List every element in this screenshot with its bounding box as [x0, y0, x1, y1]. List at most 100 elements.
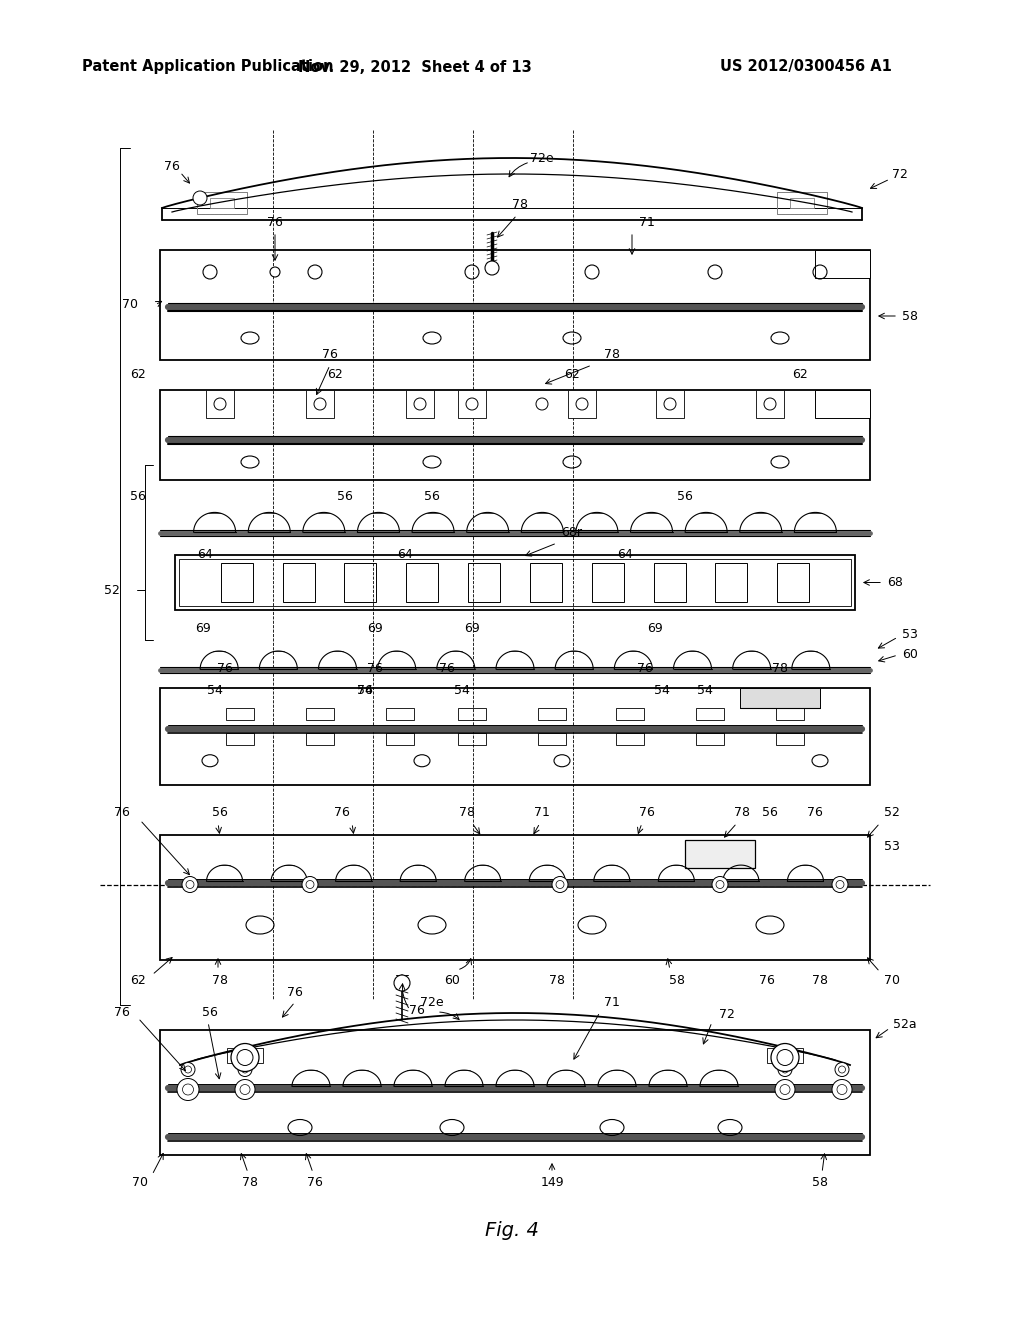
Bar: [685, 840, 755, 869]
Text: 56: 56: [424, 491, 440, 503]
Ellipse shape: [556, 880, 564, 888]
Ellipse shape: [240, 1085, 250, 1094]
Bar: [458, 733, 486, 744]
Bar: [206, 389, 234, 418]
Text: 76: 76: [217, 661, 232, 675]
Bar: [407, 564, 438, 602]
Ellipse shape: [237, 1049, 253, 1065]
Text: 70: 70: [884, 974, 900, 986]
Bar: [468, 564, 500, 602]
Text: 78: 78: [549, 974, 565, 986]
Bar: [306, 733, 334, 744]
Ellipse shape: [778, 1063, 792, 1077]
Bar: [815, 389, 870, 418]
Ellipse shape: [780, 1085, 790, 1094]
Bar: [529, 564, 562, 602]
Bar: [226, 733, 254, 744]
Text: 53: 53: [884, 841, 900, 854]
Text: 78: 78: [459, 807, 475, 820]
Bar: [386, 733, 414, 744]
Ellipse shape: [839, 1067, 846, 1073]
Ellipse shape: [831, 1080, 852, 1100]
Bar: [227, 1048, 263, 1063]
Text: 72: 72: [892, 169, 908, 181]
Bar: [815, 249, 870, 279]
Text: 76: 76: [114, 807, 130, 820]
Bar: [221, 564, 253, 602]
Ellipse shape: [182, 1084, 194, 1096]
Text: 76: 76: [114, 1006, 130, 1019]
Text: 58: 58: [902, 309, 918, 322]
Text: 54: 54: [207, 684, 223, 697]
Text: 76: 76: [357, 684, 373, 697]
Text: 54: 54: [697, 684, 713, 697]
Text: 62: 62: [793, 368, 808, 381]
Text: 70: 70: [132, 1176, 148, 1189]
Ellipse shape: [716, 880, 724, 888]
Ellipse shape: [177, 1078, 199, 1101]
Ellipse shape: [775, 1080, 795, 1100]
Text: 69: 69: [464, 622, 480, 635]
Bar: [160, 389, 870, 480]
Text: Nov. 29, 2012  Sheet 4 of 13: Nov. 29, 2012 Sheet 4 of 13: [298, 59, 531, 74]
Text: 64: 64: [397, 549, 413, 561]
Bar: [592, 564, 624, 602]
Ellipse shape: [193, 191, 207, 205]
Ellipse shape: [238, 1063, 252, 1077]
Text: 64: 64: [617, 549, 633, 561]
Ellipse shape: [536, 399, 548, 411]
Text: 62: 62: [130, 368, 145, 381]
Bar: [458, 389, 486, 418]
Ellipse shape: [234, 1080, 255, 1100]
Bar: [306, 708, 334, 719]
Text: 60: 60: [902, 648, 918, 661]
Ellipse shape: [835, 1063, 849, 1077]
Text: 72e: 72e: [420, 995, 443, 1008]
Text: 56: 56: [130, 491, 146, 503]
Text: 76: 76: [164, 160, 180, 173]
Bar: [653, 564, 685, 602]
Text: 62: 62: [327, 368, 343, 381]
Text: 76: 76: [759, 974, 775, 986]
Bar: [756, 389, 784, 418]
Text: 71: 71: [535, 807, 550, 820]
Text: 52: 52: [884, 807, 900, 820]
Bar: [776, 708, 804, 719]
Text: 62: 62: [564, 368, 580, 381]
Text: 56: 56: [677, 491, 693, 503]
Ellipse shape: [552, 876, 568, 892]
Text: 69: 69: [647, 622, 663, 635]
Ellipse shape: [270, 267, 280, 277]
Ellipse shape: [178, 1080, 198, 1100]
Text: US 2012/0300456 A1: US 2012/0300456 A1: [720, 59, 892, 74]
Text: 62: 62: [130, 974, 145, 986]
Text: 76: 76: [807, 807, 823, 820]
Text: 60: 60: [444, 974, 460, 986]
Bar: [790, 198, 814, 209]
Text: 54: 54: [654, 684, 670, 697]
Bar: [716, 564, 748, 602]
Text: 76: 76: [323, 348, 338, 362]
Text: 71: 71: [639, 215, 655, 228]
Text: Patent Application Publication: Patent Application Publication: [82, 59, 334, 74]
Text: 52: 52: [104, 583, 120, 597]
Text: 64: 64: [198, 549, 213, 561]
Bar: [179, 558, 851, 606]
Ellipse shape: [182, 876, 198, 892]
Ellipse shape: [181, 1063, 195, 1077]
Text: 52a: 52a: [893, 1019, 916, 1031]
Bar: [160, 688, 870, 785]
Text: 76: 76: [439, 661, 455, 675]
Bar: [696, 733, 724, 744]
Text: 53: 53: [902, 628, 918, 642]
Ellipse shape: [837, 1085, 847, 1094]
Text: 54: 54: [357, 684, 373, 697]
Bar: [160, 836, 870, 960]
Text: 56: 56: [212, 807, 228, 820]
Text: 78: 78: [212, 974, 228, 986]
Ellipse shape: [777, 1049, 793, 1065]
Ellipse shape: [306, 880, 314, 888]
Text: Fig. 4: Fig. 4: [485, 1221, 539, 1239]
Bar: [175, 554, 855, 610]
Bar: [616, 708, 644, 719]
